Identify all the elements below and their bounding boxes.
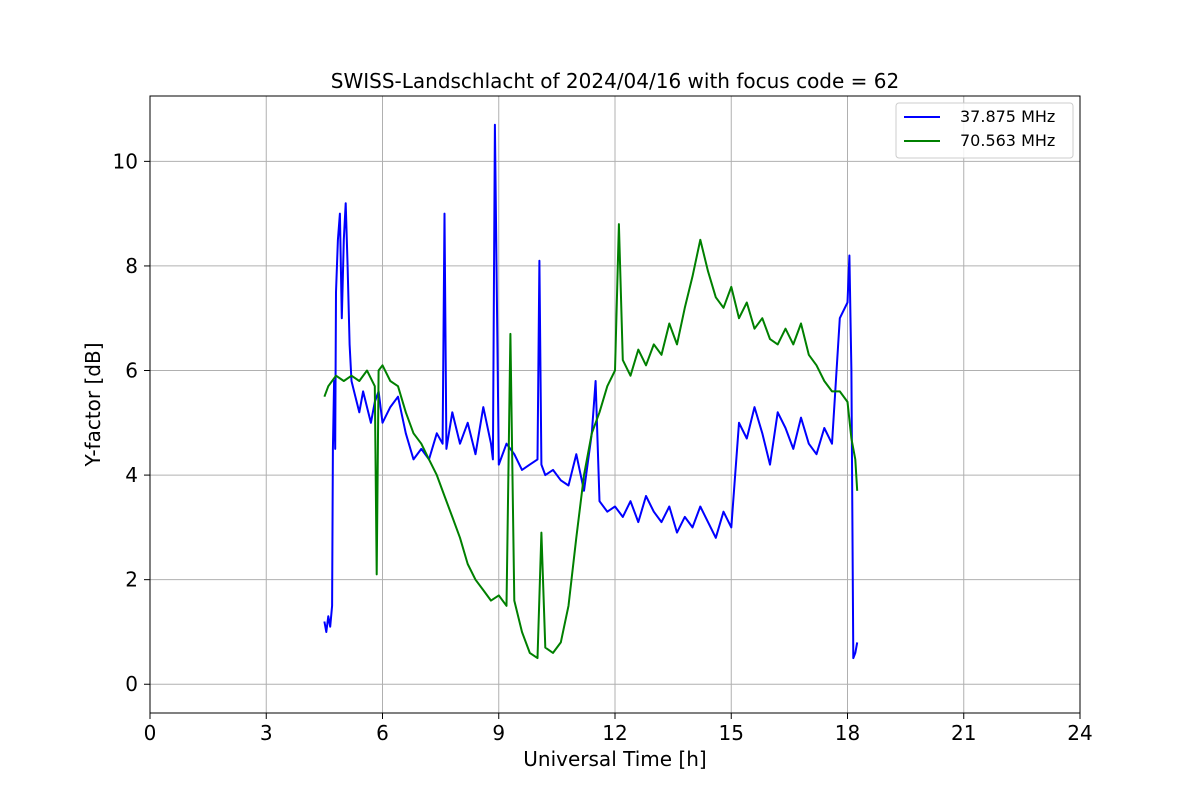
- series-layer: [323, 123, 859, 660]
- x-tick-label: 21: [951, 721, 976, 745]
- y-tick-label: 6: [125, 359, 138, 383]
- y-tick-label: 4: [125, 463, 138, 487]
- y-axis-label: Y-factor [dB]: [81, 342, 105, 467]
- series-line-37-875-mhz: [323, 123, 859, 660]
- series-line-70-563-mhz: [323, 223, 859, 660]
- y-tick-label: 2: [125, 568, 138, 592]
- x-tick-label: 9: [492, 721, 505, 745]
- x-tick-label: 15: [719, 721, 744, 745]
- x-tick-label: 24: [1067, 721, 1092, 745]
- x-tick-label: 0: [144, 721, 157, 745]
- x-tick-label: 12: [602, 721, 627, 745]
- x-tick-label: 6: [376, 721, 389, 745]
- legend-label-37875: 37.875 MHz: [960, 107, 1055, 126]
- x-tick-label: 3: [260, 721, 273, 745]
- y-tick-label: 8: [125, 254, 138, 278]
- y-tick-label: 10: [113, 149, 138, 173]
- legend-label-70563: 70.563 MHz: [960, 131, 1055, 150]
- chart-title: SWISS-Landschlacht of 2024/04/16 with fo…: [331, 69, 899, 93]
- x-tick-label: 18: [835, 721, 860, 745]
- x-axis-label: Universal Time [h]: [523, 747, 706, 771]
- legend-box: [895, 102, 1074, 159]
- y-tick-label: 0: [125, 672, 138, 696]
- legend: 37.875 MHz 70.563 MHz: [895, 102, 1074, 159]
